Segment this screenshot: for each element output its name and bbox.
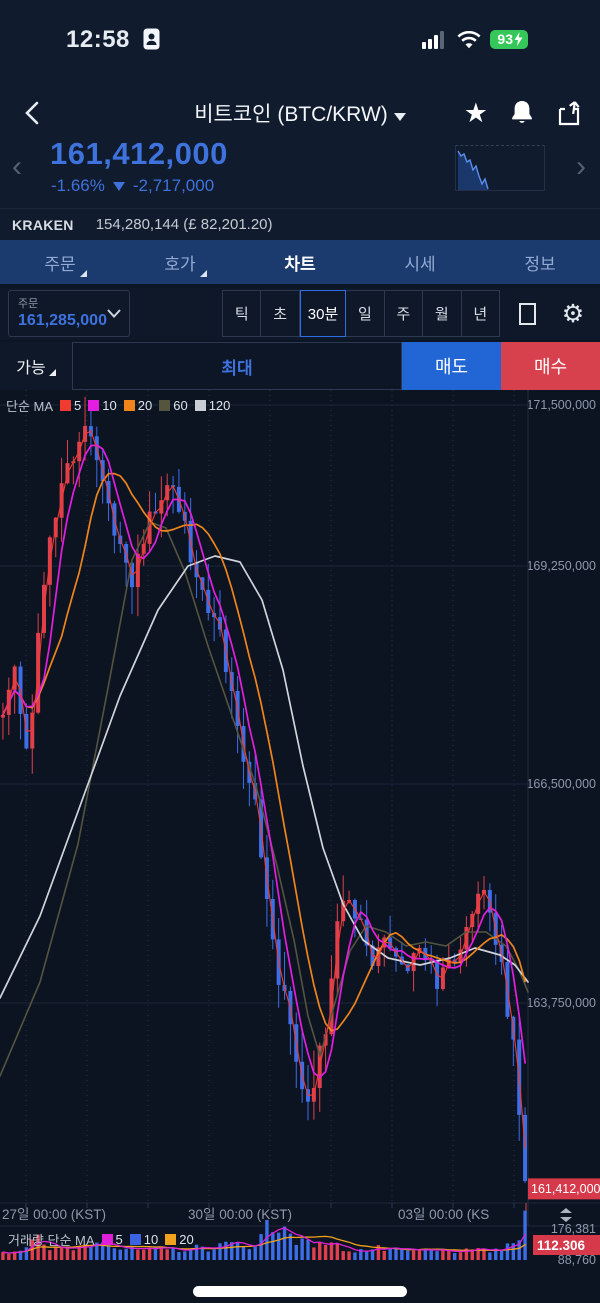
tab-label: 정보 xyxy=(524,254,556,274)
svg-text:03일 00:00 (KS: 03일 00:00 (KS xyxy=(398,1207,489,1222)
interval-button-min30[interactable]: 30분 xyxy=(299,290,347,337)
tab-chart[interactable]: 차트 xyxy=(240,240,360,284)
svg-text:27일 00:00 (KST): 27일 00:00 (KST) xyxy=(2,1207,106,1222)
square-icon xyxy=(518,302,536,325)
page-title: 비트코인 (BTC/KRW) xyxy=(194,103,388,126)
price-section: ‹ 161,412,000 -1.66% -2,717,000 › xyxy=(0,136,600,208)
back-button[interactable] xyxy=(24,100,40,126)
axis-scale-icon xyxy=(560,1208,572,1213)
amount-input[interactable]: 최대 xyxy=(72,342,402,390)
chevron-down-icon xyxy=(107,309,121,318)
legend-color-swatch xyxy=(194,400,206,411)
change-amount: -2,717,000 xyxy=(132,176,215,195)
svg-text:176,381: 176,381 xyxy=(551,1222,596,1236)
legend-item: 120 xyxy=(194,398,230,413)
order-price-dropdown[interactable]: 주문 161,285,000 xyxy=(8,290,130,337)
change-percent: -1.66% xyxy=(51,176,105,195)
tab-bar: 주문 호가 차트 시세 정보 xyxy=(0,240,600,284)
order-label: 주문 xyxy=(18,298,39,310)
reference-exchange-row: KRAKEN 154,280,144 (£ 82,201.20) xyxy=(0,208,600,240)
legend-prefix: 단순 MA xyxy=(6,399,54,414)
tab-dropdown-corner-icon xyxy=(199,269,207,277)
legend-item: 10 xyxy=(88,398,117,413)
price-change: -1.66% -2,717,000 xyxy=(51,176,214,196)
tab-dropdown-corner-icon xyxy=(79,269,87,277)
chart-settings-button[interactable]: ⚙ xyxy=(553,290,593,337)
buy-button[interactable]: 매수 xyxy=(501,342,600,390)
prev-pair-button[interactable]: ‹ xyxy=(12,150,22,183)
available-balance-toggle[interactable]: 가능 xyxy=(0,342,72,390)
order-price-value: 161,285,000 xyxy=(18,312,107,329)
exchange-name: KRAKEN xyxy=(12,216,74,233)
mini-sparkline xyxy=(455,145,545,191)
share-button[interactable] xyxy=(556,100,582,126)
legend-color-swatch xyxy=(159,400,171,411)
amount-value: 최대 xyxy=(221,358,253,378)
legend-item: 10 xyxy=(129,1232,158,1247)
legend-color-swatch xyxy=(60,400,72,411)
tab-label: 호가 xyxy=(164,254,196,274)
battery-indicator: 93 xyxy=(490,30,528,49)
down-arrow-icon xyxy=(112,181,125,191)
legend-item: 5 xyxy=(101,1232,123,1247)
trade-row: 가능 최대 매도 매수 xyxy=(0,342,600,390)
tab-ticker[interactable]: 시세 xyxy=(360,240,480,284)
svg-text:171,500,000: 171,500,000 xyxy=(526,398,596,412)
interval-button-day[interactable]: 일 xyxy=(346,290,385,337)
portrait-lock-icon xyxy=(143,28,160,50)
tab-label: 시세 xyxy=(404,254,436,274)
clock: 12:58 xyxy=(66,26,160,54)
next-pair-button[interactable]: › xyxy=(576,150,586,183)
tab-label: 차트 xyxy=(284,254,316,274)
pair-title-dropdown[interactable]: 비트코인 (BTC/KRW) xyxy=(0,98,600,128)
legend-color-swatch xyxy=(123,400,135,411)
home-indicator[interactable] xyxy=(193,1286,407,1297)
legend-color-swatch xyxy=(88,400,100,411)
gear-icon: ⚙ xyxy=(561,299,585,328)
header: 비트코인 (BTC/KRW) ★ xyxy=(0,90,600,136)
title-dropdown-icon xyxy=(393,113,406,121)
interval-button-sec[interactable]: 초 xyxy=(261,290,300,337)
wifi-icon xyxy=(457,30,481,48)
interval-button-month[interactable]: 월 xyxy=(423,290,462,337)
ma-legend: 단순 MA 5 10 20 60 120 xyxy=(6,396,230,415)
legend-item: 60 xyxy=(159,398,188,413)
legend-item: 20 xyxy=(123,398,152,413)
chart-controls-row: 주문 161,285,000 틱 초 30분 일 주 월 년 ⚙ xyxy=(0,288,600,340)
tab-orderbook[interactable]: 호가 xyxy=(120,240,240,284)
svg-text:166,500,000: 166,500,000 xyxy=(526,777,596,791)
svg-text:30일 00:00 (KST): 30일 00:00 (KST) xyxy=(188,1207,292,1222)
tab-label: 주문 xyxy=(44,254,76,274)
tab-info[interactable]: 정보 xyxy=(480,240,600,284)
legend-color-swatch xyxy=(101,1234,113,1245)
exchange-price: 154,280,144 (£ 82,201.20) xyxy=(95,216,273,233)
status-bar: 12:58 93 xyxy=(0,0,600,90)
favorite-star-button[interactable]: ★ xyxy=(463,97,488,128)
svg-text:169,250,000: 169,250,000 xyxy=(526,559,596,573)
tab-orders[interactable]: 주문 xyxy=(0,240,120,284)
candlestick-chart[interactable]: 171,500,000 169,250,000 166,500,000 163,750… xyxy=(0,390,600,1303)
legend-prefix: 거래량 단순 MA xyxy=(8,1233,95,1248)
available-label: 가능 xyxy=(16,360,46,377)
interval-button-tick[interactable]: 틱 xyxy=(222,290,262,337)
legend-item: 5 xyxy=(60,398,81,413)
interval-button-week[interactable]: 주 xyxy=(384,290,424,337)
signal-strength-icon xyxy=(422,30,445,49)
svg-text:88,760: 88,760 xyxy=(558,1253,596,1267)
current-price: 161,412,000 xyxy=(50,136,228,171)
interval-button-group: 틱 초 30분 일 주 월 년 xyxy=(222,290,501,337)
svg-text:112.306: 112.306 xyxy=(537,1238,586,1253)
corner-triangle-icon xyxy=(48,368,56,376)
svg-text:161,412,000: 161,412,000 xyxy=(531,1182,600,1196)
interval-button-year[interactable]: 년 xyxy=(461,290,501,337)
chart-style-button[interactable] xyxy=(508,290,546,337)
svg-text:163,750,000: 163,750,000 xyxy=(526,996,596,1010)
legend-color-swatch xyxy=(165,1234,177,1245)
alert-bell-button[interactable] xyxy=(510,100,534,126)
legend-color-swatch xyxy=(129,1234,141,1245)
charging-bolt-icon xyxy=(514,32,523,46)
volume-legend: 거래량 단순 MA 5 10 20 xyxy=(8,1230,194,1249)
legend-item: 20 xyxy=(165,1232,194,1247)
sell-button[interactable]: 매도 xyxy=(402,342,501,390)
